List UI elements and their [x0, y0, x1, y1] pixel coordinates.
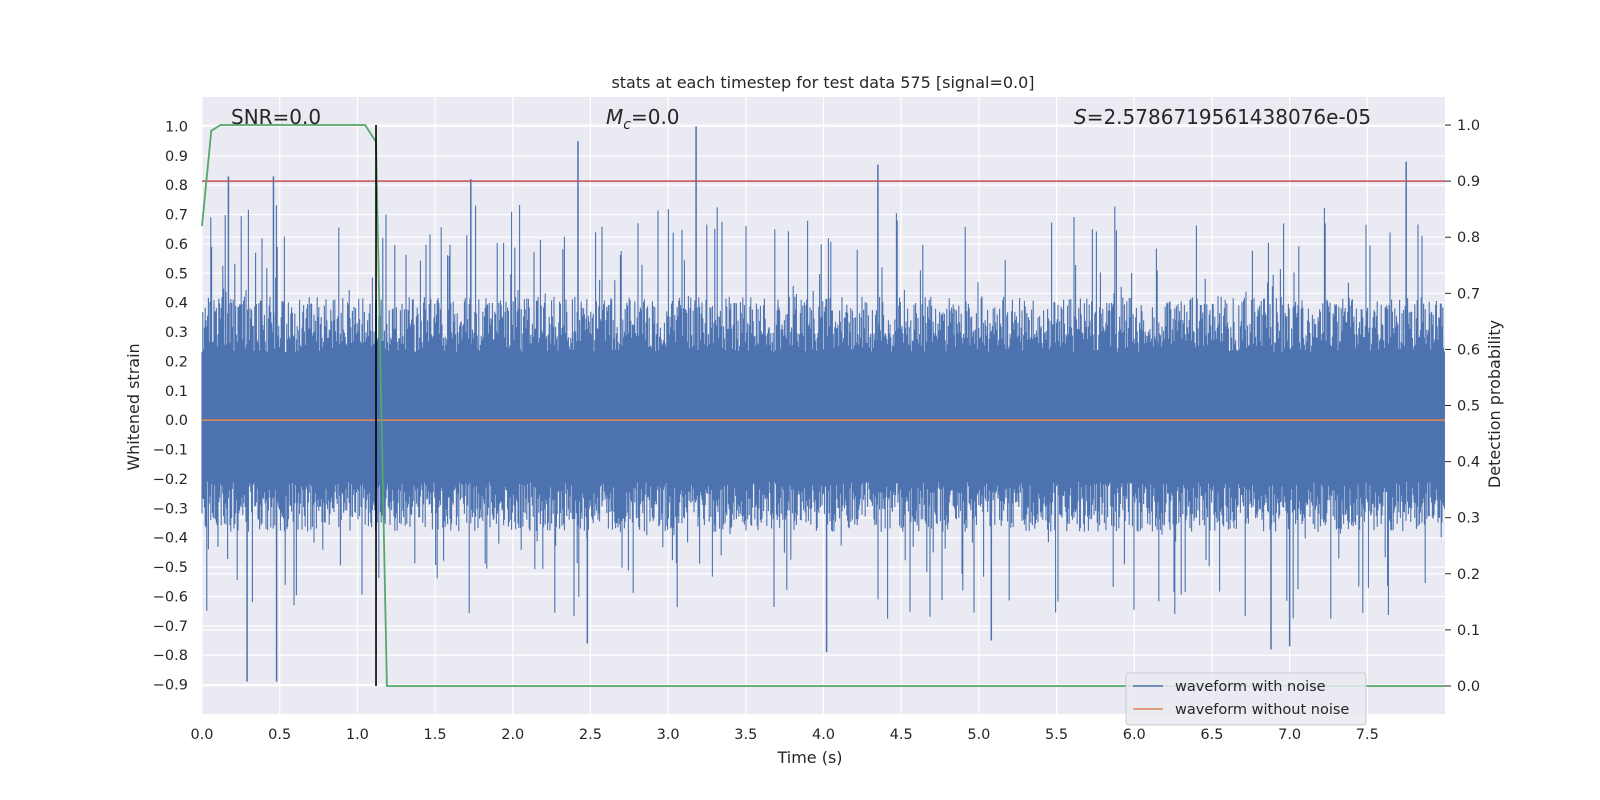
y-tick-label: 0.8: [165, 178, 188, 194]
legend-label-noise: waveform with noise: [1175, 679, 1326, 695]
y-tick-label: 0.5: [165, 266, 188, 282]
y-tick-label: 0.7: [165, 208, 188, 224]
y2-tick-label: 1.0: [1457, 118, 1480, 134]
y-tick-label: −0.5: [153, 560, 188, 576]
y-tick-label: −0.8: [153, 648, 188, 664]
y-axis-left: 1.0 0.9 0.8 0.7 0.6 0.5 0.4 0.3 0.2 0.1 0.0 −0.1 −0.…: [153, 119, 188, 693]
snr-annotation: SNR=0.0: [231, 105, 321, 129]
overlay-lines: [201, 124, 1445, 687]
stat-symbol: S: [1074, 105, 1087, 129]
chart-title: stats at each timestep for test data 575…: [611, 73, 1034, 92]
y-tick-label: −0.4: [153, 531, 188, 547]
y-axis-label: Whitened strain: [124, 343, 143, 470]
y2-tick-label: 0.1: [1457, 623, 1480, 639]
x-axis-label: Time (s): [776, 748, 842, 767]
x-tick-label: 0.5: [268, 727, 291, 743]
x-tick-label: 0.0: [190, 727, 213, 743]
legend-box: [1125, 672, 1367, 726]
y2-tick-label: 0.6: [1457, 342, 1480, 358]
x-tick-label: 5.0: [967, 727, 990, 743]
chirp-mass-value: =0.0: [631, 105, 680, 129]
x-tick-label: 2.0: [501, 727, 524, 743]
chirp-mass-symbol: M: [606, 105, 623, 129]
legend-label-clean: waveform without noise: [1175, 702, 1349, 718]
y2-tick-label: 0.3: [1457, 511, 1480, 527]
x-tick-label: 7.5: [1356, 727, 1379, 743]
y2-tick-label: 0.0: [1457, 679, 1480, 695]
detection-probability-line: [201, 124, 1445, 687]
y-tick-label: 0.1: [165, 384, 188, 400]
y-tick-label: −0.3: [153, 501, 188, 517]
y-tick-label: 0.0: [165, 413, 188, 429]
y2-tick-label: 0.7: [1457, 286, 1480, 302]
y2-tick-label: 0.4: [1457, 455, 1480, 471]
y-tick-label: −0.1: [153, 443, 188, 459]
stat-value: =2.5786719561438076e-05: [1087, 105, 1371, 129]
y-tick-label: 1.0: [165, 119, 188, 135]
x-tick-label: 1.0: [346, 727, 369, 743]
y-tick-label: 0.9: [165, 149, 188, 165]
y-tick-label: 0.3: [165, 325, 188, 341]
x-tick-label: 4.0: [812, 727, 835, 743]
stat-annotation: S=2.5786719561438076e-05: [1074, 105, 1371, 129]
x-tick-label: 6.0: [1123, 727, 1146, 743]
x-tick-label: 1.5: [424, 727, 447, 743]
y-tick-label: 0.4: [165, 296, 188, 312]
x-tick-label: 3.5: [734, 727, 757, 743]
x-tick-label: 7.0: [1278, 727, 1301, 743]
x-tick-label: 3.0: [657, 727, 680, 743]
x-tick-label: 5.5: [1045, 727, 1068, 743]
x-tick-label: 4.5: [890, 727, 913, 743]
legend: waveform with noise waveform without noi…: [1125, 672, 1367, 726]
x-tick-label: 6.5: [1200, 727, 1223, 743]
y-tick-label: 0.2: [165, 354, 188, 370]
x-axis: 0.0 0.5 1.0 1.5 2.0 2.5 3.0 3.5 4.0 4.5 5.0 5.5 6.0 6…: [190, 727, 1378, 743]
y-tick-label: −0.6: [153, 589, 188, 605]
x-tick-label: 2.5: [579, 727, 602, 743]
y-tick-label: −0.2: [153, 472, 188, 488]
chirp-mass-subscript: c: [623, 117, 631, 133]
y-tick-label: −0.9: [153, 678, 188, 694]
y2-tick-label: 0.2: [1457, 567, 1480, 583]
y2-axis-label: Detection probability: [1485, 320, 1504, 488]
y-tick-label: 0.6: [165, 237, 188, 253]
y-axis-right: 1.0 0.9 0.8 0.7 0.6 0.5 0.4 0.3 0.2 0.1 0.0: [1445, 118, 1480, 695]
y2-tick-label: 0.5: [1457, 399, 1480, 415]
y-tick-label: −0.7: [153, 619, 188, 635]
y2-tick-label: 0.8: [1457, 230, 1480, 246]
y2-tick-label: 0.9: [1457, 174, 1480, 190]
chirp-mass-annotation: Mc=0.0: [606, 105, 680, 133]
